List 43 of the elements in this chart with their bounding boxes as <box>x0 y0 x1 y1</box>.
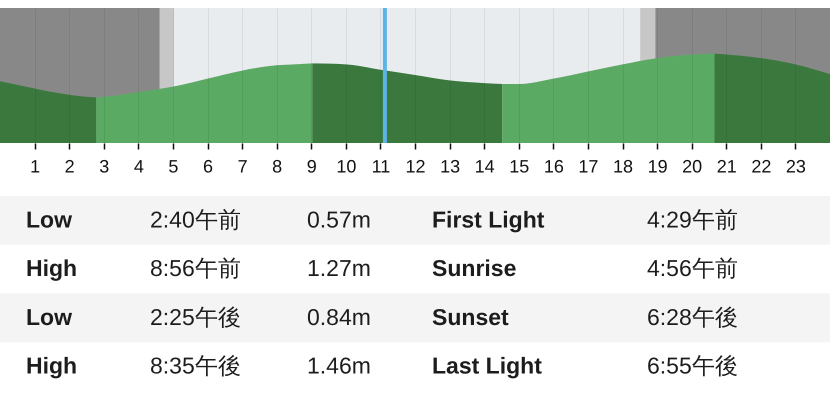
x-tick-label: 13 <box>440 156 460 176</box>
text: High <box>26 352 78 378</box>
x-tick-label: 22 <box>751 156 772 176</box>
text: 0.84m <box>307 304 371 330</box>
x-tick-label: 2 <box>64 156 75 176</box>
text: 6:55午後 <box>647 352 738 378</box>
text: Last Light <box>432 352 542 378</box>
x-tick-label: 19 <box>648 156 668 176</box>
x-tick-label: 4 <box>134 156 144 176</box>
x-tick-label: 5 <box>168 156 178 176</box>
x-tick-label: 6 <box>202 156 214 176</box>
text: Sunset <box>432 304 510 330</box>
text: 6:28午後 <box>647 304 738 330</box>
text: 4:56午前 <box>647 255 738 282</box>
x-tick-label: 20 <box>682 156 702 176</box>
x-tick-label: 12 <box>405 156 426 176</box>
x-tick-label: 14 <box>474 156 495 176</box>
text: 8:35午後 <box>150 352 241 378</box>
x-tick-label: 23 <box>786 156 806 176</box>
x-tick-label: 18 <box>612 156 634 176</box>
text: High <box>26 255 78 282</box>
x-tick-label: 17 <box>578 156 598 176</box>
text: Low <box>26 206 72 232</box>
x-tick-label: 15 <box>509 156 530 176</box>
x-tick-label: 21 <box>716 156 737 176</box>
text: First Light <box>432 206 545 232</box>
text: 2:25午後 <box>150 304 241 330</box>
text: Low <box>26 304 72 330</box>
x-tick-label: 7 <box>238 156 248 176</box>
x-tick-label: 10 <box>336 156 356 176</box>
x-tick-label: 3 <box>99 156 110 176</box>
x-tick-label: 9 <box>306 156 317 176</box>
text: 0.57m <box>307 206 371 232</box>
text: 8:56午前 <box>150 255 241 282</box>
x-tick-label: 1 <box>30 156 40 176</box>
x-tick-label: 8 <box>272 156 282 176</box>
x-tick-label: 16 <box>544 156 564 176</box>
text: 2:40午前 <box>150 206 241 232</box>
text: 1.27m <box>307 255 371 282</box>
x-tick-label: 11 <box>372 156 390 176</box>
text: Sunrise <box>432 255 516 282</box>
text: 4:29午前 <box>647 206 738 232</box>
text: 1.46m <box>307 352 371 378</box>
